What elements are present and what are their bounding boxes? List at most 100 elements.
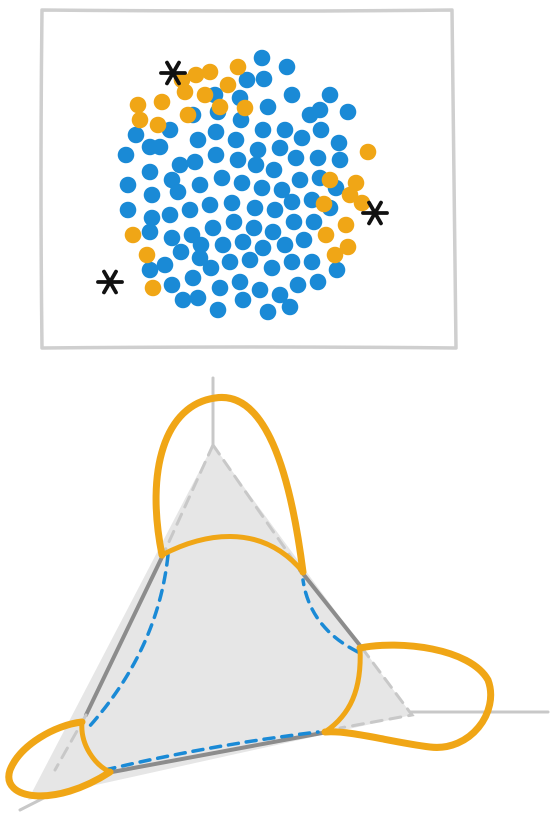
blue-point <box>184 269 202 287</box>
blue-point <box>204 219 222 237</box>
star-markers <box>96 60 389 295</box>
orange-point <box>124 226 142 244</box>
blue-point <box>143 186 161 204</box>
blue-point <box>189 289 207 307</box>
blue-point <box>201 196 219 214</box>
blue-point <box>191 176 209 194</box>
blue-point <box>214 236 232 254</box>
blue-point <box>163 276 181 294</box>
blue-point <box>223 194 241 212</box>
blue-point <box>227 131 245 149</box>
blue-point <box>246 199 264 217</box>
blue-point <box>119 201 137 219</box>
blue-point <box>273 181 291 199</box>
blue-point <box>321 86 339 104</box>
blue-point <box>119 176 137 194</box>
blue-point <box>331 151 349 169</box>
orange-point <box>219 76 237 94</box>
orange-point <box>129 96 147 114</box>
edge-left <box>84 553 165 717</box>
orange-point-cloud <box>124 58 377 297</box>
orange-point <box>131 111 149 129</box>
orange-point <box>359 143 377 161</box>
blue-point <box>278 58 296 76</box>
scatter-panel <box>39 8 458 350</box>
blue-point <box>287 149 305 167</box>
lobe-top <box>152 394 307 576</box>
blue-boundary-curve <box>86 553 360 772</box>
blue-point <box>189 131 207 149</box>
edge-right <box>298 568 364 650</box>
blue-point <box>263 259 281 277</box>
blue-point <box>251 281 269 299</box>
scatter-frame <box>39 8 458 350</box>
orange-point <box>229 58 247 76</box>
blue-point <box>202 259 220 277</box>
blue-point <box>156 256 174 274</box>
simplex-face <box>28 445 412 800</box>
blue-point <box>247 156 265 174</box>
blue-point <box>234 291 252 309</box>
lobe-right <box>321 641 495 751</box>
blue-point <box>234 233 252 251</box>
blue-point <box>309 273 327 291</box>
blue-point <box>238 71 256 89</box>
orange-point <box>337 216 355 234</box>
lobe-left <box>5 718 114 800</box>
blue-point <box>161 206 179 224</box>
blue-point <box>253 49 271 67</box>
blue-point <box>209 301 227 319</box>
blue-point <box>174 291 192 309</box>
orange-point <box>149 116 167 134</box>
blue-point <box>127 126 145 144</box>
blue-point <box>163 229 181 247</box>
blue-point <box>271 286 289 304</box>
orange-point <box>211 98 229 116</box>
blue-point <box>264 223 282 241</box>
blue-point <box>181 201 199 219</box>
orange-point <box>315 195 333 213</box>
orange-point <box>179 106 197 124</box>
orange-point <box>187 66 205 84</box>
blue-point <box>249 141 267 159</box>
blue-point <box>328 261 346 279</box>
blue-point <box>171 156 189 174</box>
orange-point <box>339 238 357 256</box>
blue-point <box>283 253 301 271</box>
blue-point <box>305 213 323 231</box>
blue-point <box>281 298 299 316</box>
blue-point <box>312 121 330 139</box>
blue-point <box>265 161 283 179</box>
orange-point <box>353 194 371 212</box>
blue-point <box>283 86 301 104</box>
lobe-right-base <box>322 645 363 735</box>
blue-point <box>141 223 159 241</box>
lobe-top-base <box>159 534 306 575</box>
hidden-edge-upper-left <box>161 443 215 557</box>
blue-point <box>254 121 272 139</box>
blue-point <box>339 103 357 121</box>
hidden-edge-upper-right <box>211 443 302 572</box>
simplex-panel <box>5 376 550 812</box>
orange-lobes <box>5 394 495 800</box>
blue-point <box>207 146 225 164</box>
blue-point <box>169 183 187 201</box>
asterisk-icon <box>96 269 124 295</box>
blue-point <box>276 236 294 254</box>
orange-point <box>326 246 344 264</box>
orange-point <box>341 186 359 204</box>
blue-point <box>225 213 243 231</box>
blue-point <box>293 129 311 147</box>
orange-point <box>236 99 254 117</box>
blue-point <box>330 134 348 152</box>
orange-point <box>138 246 156 264</box>
blue-point <box>266 201 284 219</box>
blue-point <box>141 163 159 181</box>
blue-point <box>295 231 313 249</box>
blue-point <box>117 146 135 164</box>
blue-point <box>151 138 169 156</box>
blue-point <box>254 239 272 257</box>
orange-point <box>317 226 335 244</box>
lobe-left-base <box>79 719 113 775</box>
